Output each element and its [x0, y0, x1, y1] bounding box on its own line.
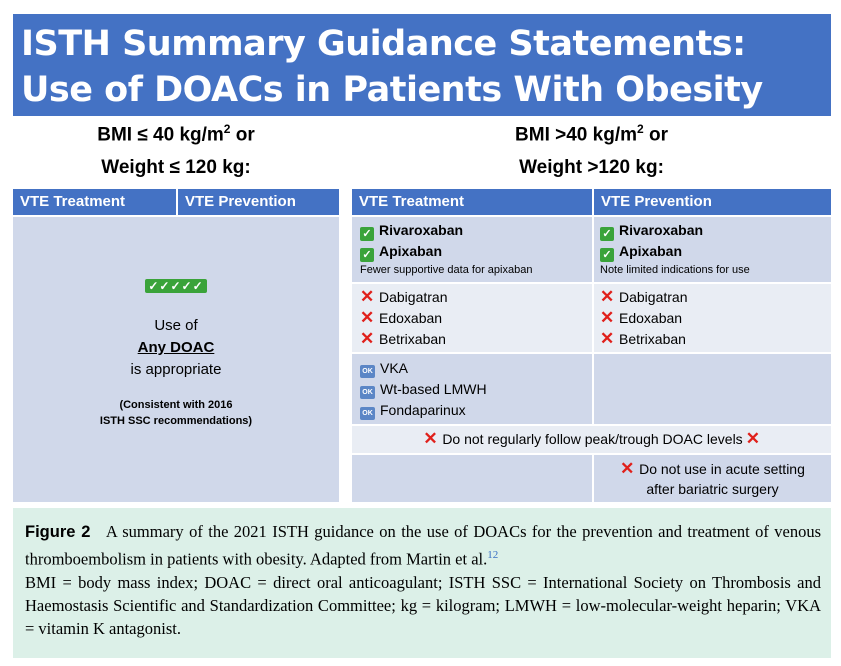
- x-icon: ✕: [423, 429, 438, 448]
- caption-text: Figure 2 A summary of the 2021 ISTH guid…: [25, 520, 821, 640]
- check-icon: ✓: [600, 248, 614, 262]
- right-criteria-line-1: BMI >40 kg/m2 or: [352, 122, 831, 146]
- left-criteria-bmi: BMI ≤ 40 kg/m: [97, 124, 224, 146]
- ok-icon: OK: [360, 365, 375, 378]
- drug-label: Wt-based LMWH: [380, 381, 487, 397]
- drug-label: Dabigatran: [619, 289, 688, 305]
- dabigatran-prevention: ✕ Dabigatran: [600, 287, 688, 307]
- lmwh-option: OK Wt-based LMWH: [360, 379, 487, 399]
- caption-ref: 12: [487, 549, 499, 561]
- apixaban-prevention: ✓ Apixaban: [600, 241, 682, 262]
- left-criteria-sup: 2: [223, 122, 231, 136]
- left-body-cell: ✓✓✓✓✓ Use of Any DOAC is appropriate (Co…: [13, 217, 339, 502]
- is-appropriate-text: is appropriate: [130, 361, 222, 378]
- levels-warning-cell: ✕ Do not regularly follow peak/trough DOA…: [352, 426, 831, 453]
- consistency-note-2: ISTH SSC recommendations): [99, 415, 253, 427]
- right-criteria-line-2: Weight >120 kg:: [519, 157, 664, 178]
- treatment-alternatives-cell: OK VKA OK Wt-based LMWH OK Fondaparinux: [352, 354, 592, 424]
- betrixaban-prevention: ✕ Betrixaban: [600, 329, 686, 349]
- drug-label: Fondaparinux: [380, 402, 466, 418]
- checkmarks-row: ✓✓✓✓✓: [13, 277, 339, 295]
- use-of-text: Use of: [154, 317, 198, 334]
- caption-label: Figure 2: [25, 523, 91, 541]
- drug-label: Dabigatran: [379, 289, 448, 305]
- rivaroxaban-treatment: ✓ Rivaroxaban: [360, 220, 463, 241]
- x-icon: ✕: [620, 459, 635, 478]
- x-icon: ✕: [600, 329, 615, 348]
- drug-label: Apixaban: [379, 243, 443, 259]
- consistency-note-1: (Consistent with 2016: [119, 399, 233, 411]
- left-criteria-or: or: [230, 124, 255, 146]
- left-header-prevention: VTE Prevention: [178, 189, 339, 215]
- treatment-not-recommended-cell: ✕ Dabigatran ✕ Edoxaban ✕ Betrixaban: [352, 284, 592, 352]
- drug-label: Betrixaban: [619, 331, 686, 347]
- left-criteria-line-1: BMI ≤ 40 kg/m2 or: [13, 122, 339, 146]
- check-icon: ✓: [360, 248, 374, 262]
- check-icon: ✓: [360, 227, 374, 241]
- edoxaban-prevention: ✕ Edoxaban: [600, 308, 682, 328]
- x-icon: ✕: [360, 329, 375, 348]
- dabigatran-treatment: ✕ Dabigatran: [360, 287, 448, 307]
- title-line-2: Use of DOACs in Patients With Obesity: [21, 70, 763, 110]
- prevention-recommended-cell: ✓ Rivaroxaban ✓ Apixaban Note limited indi…: [594, 217, 831, 282]
- left-header-treatment: VTE Treatment: [13, 189, 176, 215]
- drug-label: Edoxaban: [619, 310, 683, 326]
- x-icon: ✕: [360, 308, 375, 327]
- caption-text-1: A summary of the 2021 ISTH guidance on t…: [25, 522, 821, 569]
- apixaban-data-note: Fewer supportive data for apixaban: [360, 264, 533, 276]
- drug-label: Rivaroxaban: [619, 222, 704, 238]
- levels-warning-text: Do not regularly follow peak/trough DOAC…: [442, 431, 743, 447]
- bariatric-warning-line-2: after bariatric surgery: [646, 481, 779, 497]
- right-criteria-sup: 2: [637, 122, 644, 136]
- drug-label: Betrixaban: [379, 331, 446, 347]
- treatment-recommended-cell: ✓ Rivaroxaban ✓ Apixaban Fewer supportive …: [352, 217, 592, 282]
- rivaroxaban-prevention: ✓ Rivaroxaban: [600, 220, 703, 241]
- drug-label: Apixaban: [619, 243, 683, 259]
- x-icon: ✕: [600, 287, 615, 306]
- ok-icon: OK: [360, 386, 375, 399]
- apixaban-treatment: ✓ Apixaban: [360, 241, 442, 262]
- drug-label: VKA: [380, 360, 409, 376]
- x-icon: ✕: [600, 308, 615, 327]
- bariatric-treatment-empty-cell: [352, 455, 592, 502]
- bariatric-warning-cell: ✕ Do not use in acute setting after baria…: [594, 455, 831, 502]
- fondaparinux-option: OK Fondaparinux: [360, 400, 466, 420]
- limited-indications-note: Note limited indications for use: [600, 264, 750, 276]
- check-icon: ✓: [600, 227, 614, 241]
- caption-text-2: BMI = body mass index; DOAC = direct ora…: [25, 572, 821, 638]
- check-icon: ✓✓✓✓✓: [145, 279, 207, 293]
- betrixaban-treatment: ✕ Betrixaban: [360, 329, 446, 349]
- x-icon: ✕: [360, 287, 375, 306]
- any-doac-text: Any DOAC: [137, 339, 215, 356]
- figure-caption: Figure 2 A summary of the 2021 ISTH guid…: [13, 508, 831, 658]
- levels-warning: ✕ Do not regularly follow peak/trough DOA…: [352, 429, 831, 449]
- right-header-treatment: VTE Treatment: [352, 189, 592, 215]
- prevention-not-recommended-cell: ✕ Dabigatran ✕ Edoxaban ✕ Betrixaban: [594, 284, 831, 352]
- right-criteria-or: or: [643, 124, 668, 146]
- title-line-1: ISTH Summary Guidance Statements:: [21, 24, 746, 64]
- bariatric-warning-line-1: ✕ Do not use in acute setting: [594, 459, 831, 479]
- prevention-alternatives-empty-cell: [594, 354, 831, 424]
- ok-icon: OK: [360, 407, 375, 420]
- drug-label: Rivaroxaban: [379, 222, 464, 238]
- x-icon: ✕: [745, 429, 760, 448]
- drug-label: Edoxaban: [379, 310, 443, 326]
- bariatric-text-1: Do not use in acute setting: [639, 461, 805, 477]
- right-header-prevention: VTE Prevention: [594, 189, 831, 215]
- title-banner: ISTH Summary Guidance Statements: Use of…: [13, 14, 831, 116]
- left-criteria-line-2: Weight ≤ 120 kg:: [101, 157, 251, 178]
- edoxaban-treatment: ✕ Edoxaban: [360, 308, 442, 328]
- right-criteria-bmi: BMI >40 kg/m: [515, 124, 637, 146]
- vka-option: OK VKA: [360, 358, 408, 378]
